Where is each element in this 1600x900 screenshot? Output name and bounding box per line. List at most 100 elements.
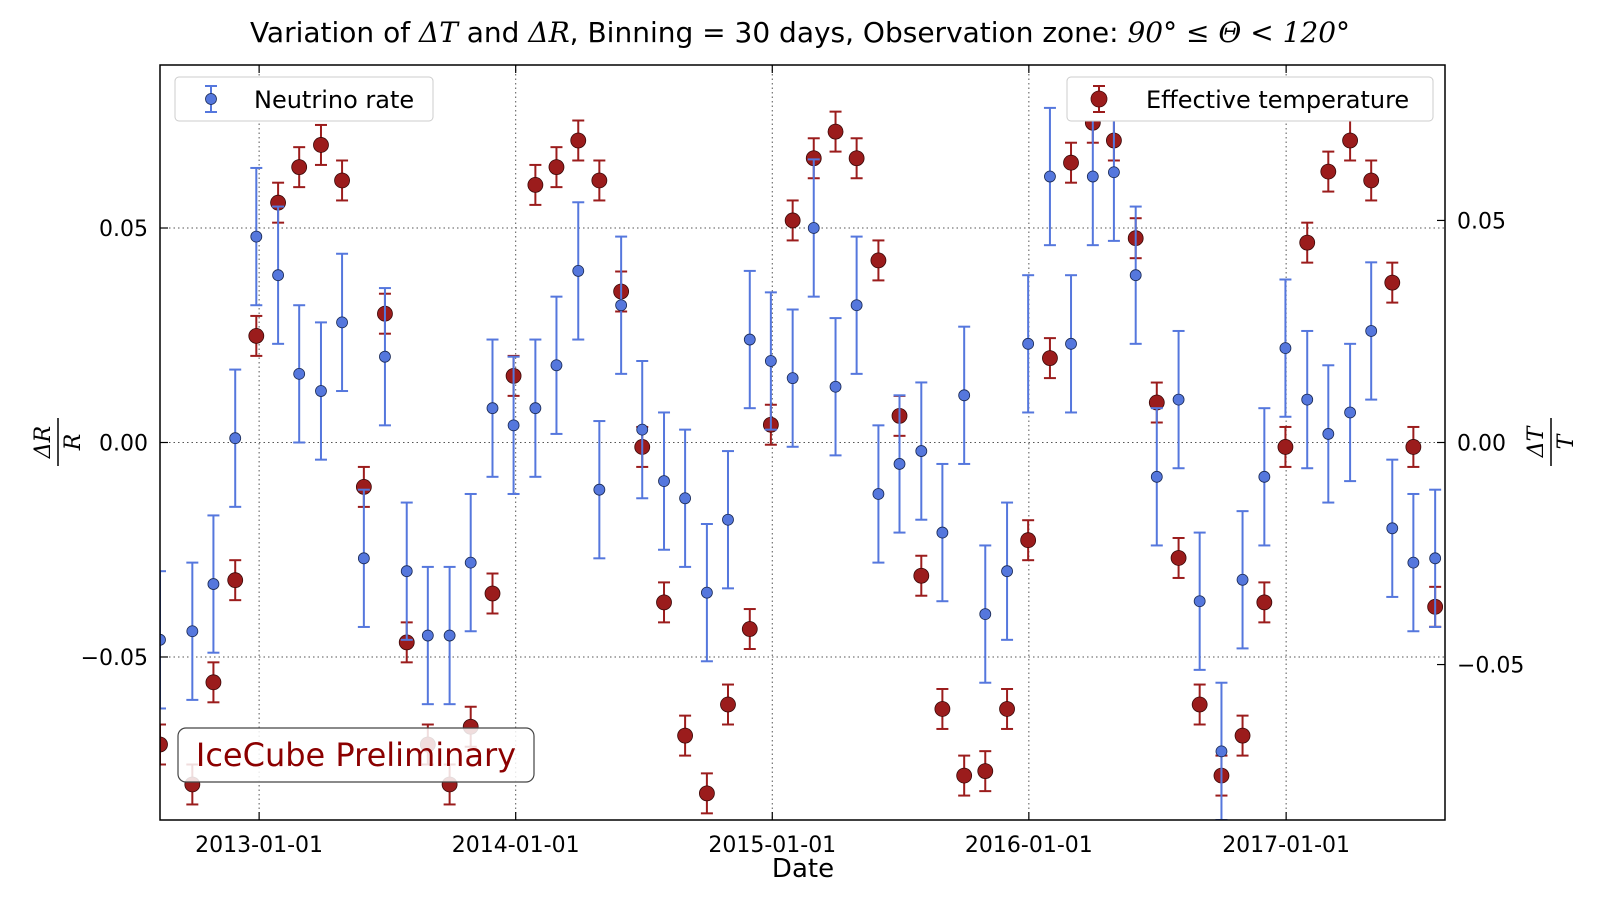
neutrino-point — [1065, 337, 1077, 350]
temperature-point — [1063, 154, 1079, 171]
y-left-tick-label: −0.05 — [81, 646, 148, 671]
neutrino-point — [722, 513, 734, 526]
neutrino-point — [1301, 393, 1314, 406]
legend-temperature-label: Effective temperature — [1146, 86, 1409, 114]
neutrino-point — [336, 316, 348, 329]
neutrino-point — [1215, 745, 1228, 758]
legend-neutrino-rate: Neutrino rate — [174, 76, 434, 122]
neutrino-point — [1407, 556, 1420, 569]
y-left-tick-label: 0.00 — [99, 432, 148, 457]
plot-frame — [159, 64, 1446, 821]
neutrino-point — [636, 423, 649, 436]
y-axis-label-left: ΔR R — [31, 418, 86, 466]
neutrino-point — [229, 432, 242, 445]
temperature-point — [870, 252, 887, 269]
temperature-point — [1277, 439, 1294, 455]
neutrino-point — [357, 552, 370, 565]
y-right-tick-label: −0.05 — [1457, 654, 1524, 679]
neutrino-point — [764, 355, 777, 367]
temperature-point — [698, 785, 715, 802]
neutrino-point — [1386, 522, 1399, 535]
neutrino-point — [550, 359, 563, 372]
neutrino-point — [893, 458, 906, 470]
y-right-tick-label: 0.05 — [1457, 209, 1506, 234]
neutrino-point — [250, 230, 263, 243]
temperature-point — [956, 767, 973, 784]
temperature-point — [1320, 163, 1337, 180]
neutrino-point — [272, 269, 284, 282]
title-and: and — [458, 16, 528, 49]
neutrino-point — [786, 372, 799, 385]
temperature-point — [1363, 172, 1380, 189]
title-dT: ΔT — [418, 16, 460, 49]
neutrino-point — [443, 629, 456, 642]
temperature-point — [720, 696, 736, 713]
neutrino-point — [379, 350, 391, 363]
neutrino-point — [400, 565, 413, 578]
temperature-point — [160, 736, 168, 753]
neutrino-point — [1001, 565, 1013, 578]
neutrino-point — [593, 483, 606, 496]
temperature-point — [1256, 594, 1273, 611]
neutrino-point — [293, 367, 306, 380]
neutrino-point — [572, 265, 585, 277]
temperature-point — [205, 674, 222, 691]
temperature-point — [741, 621, 758, 637]
neutrino-point — [421, 629, 434, 642]
temperature-point — [784, 212, 801, 229]
neutrino-point — [529, 402, 542, 415]
neutrino-point — [160, 633, 166, 646]
x-tick-label: 2015-01-01 — [708, 833, 836, 858]
x-tick-label: 2017-01-01 — [1222, 833, 1350, 858]
neutrino-point — [679, 492, 692, 505]
y-left-numerator: ΔR — [31, 426, 56, 459]
x-tick-label: 2013-01-01 — [195, 833, 323, 858]
neutrino-point — [1322, 428, 1335, 440]
title-middle: , Binning = 30 days, Observation zone: — [570, 16, 1128, 49]
plot-area — [160, 101, 1444, 820]
neutrino-point — [829, 380, 842, 393]
neutrino-point — [1129, 269, 1142, 282]
temperature-point — [227, 572, 244, 589]
temperature-point — [1342, 132, 1359, 149]
neutrino-point — [979, 608, 992, 620]
title-zone: 90° ≤ Θ < 120° — [1127, 16, 1350, 49]
legend-effective-temperature: Effective temperature — [1066, 76, 1434, 122]
legend-temperature-marker — [1090, 90, 1108, 108]
neutrino-point — [807, 222, 820, 234]
neutrino-point — [1086, 170, 1099, 183]
temperature-point — [313, 137, 329, 153]
neutrino-point — [186, 625, 199, 638]
temperature-point — [527, 177, 544, 193]
neutrino-point — [507, 419, 520, 432]
temperature-point — [291, 159, 308, 176]
legend-temperature-box — [1066, 76, 1434, 122]
legend-neutrino-label: Neutrino rate — [254, 86, 414, 114]
neutrino-point — [743, 333, 756, 346]
title-dR: ΔR — [527, 16, 569, 49]
legend-neutrino-marker — [205, 93, 217, 105]
neutrino-point — [207, 578, 220, 590]
neutrino-point — [1344, 406, 1357, 419]
neutrino-point — [936, 526, 949, 539]
temperature-point — [1191, 696, 1208, 713]
neutrino-point — [486, 402, 499, 415]
y-right-tick-label: 0.00 — [1457, 432, 1506, 457]
grid — [160, 65, 1445, 820]
title-prefix: Variation of — [250, 16, 419, 49]
neutrino-point — [850, 299, 863, 312]
temperature-point — [656, 594, 672, 611]
temperature-point — [1020, 532, 1037, 549]
x-tick-label: 2016-01-01 — [965, 833, 1093, 858]
neutrino-point — [700, 586, 713, 599]
y-axis-label-right: ΔT T — [1524, 418, 1579, 466]
neutrino-point — [658, 475, 670, 488]
temperature-point — [1299, 234, 1316, 251]
neutrino-point — [1044, 170, 1056, 183]
neutrino-point — [1108, 166, 1120, 179]
temperature-point — [913, 567, 930, 584]
neutrino-point — [464, 556, 477, 569]
temperature-point — [934, 701, 951, 717]
neutrino-point — [958, 389, 971, 402]
